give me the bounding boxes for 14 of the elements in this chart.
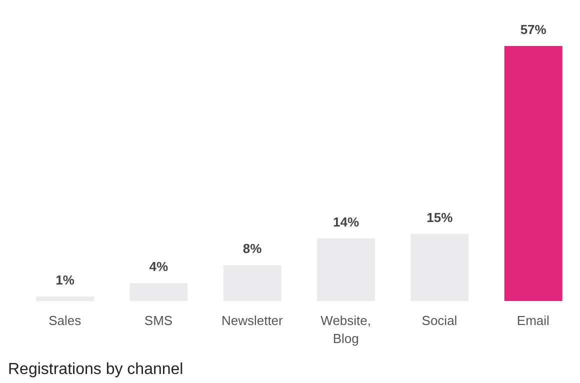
x-tick-label: Website, Blog [320,313,372,346]
x-tick-label: Social [422,313,458,328]
x-tick-label: Newsletter [221,313,284,328]
data-label: 15% [426,210,454,225]
x-tick-label: SMS [144,313,173,328]
x-tick-label: Email [516,313,550,328]
data-label: 4% [149,259,168,274]
data-label: 8% [242,241,262,256]
data-label: 57% [520,22,547,37]
x-tick-label: Sales [48,313,82,328]
bar [504,46,562,301]
text: Registrations by channel [8,361,184,379]
data-label: 14% [332,214,360,230]
data-label: 1% [56,272,75,288]
